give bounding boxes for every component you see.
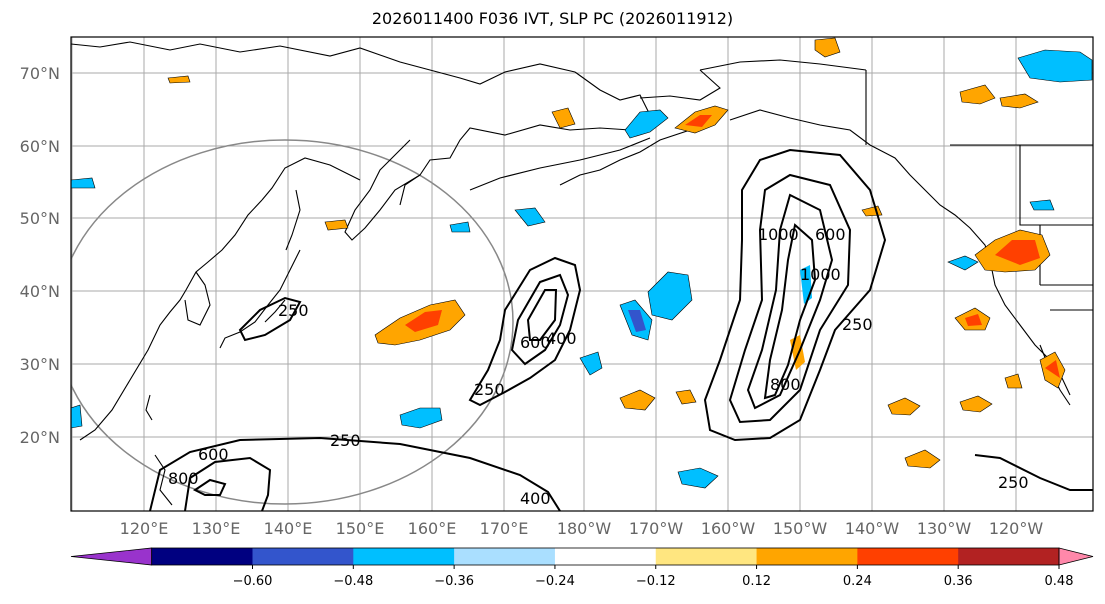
map-title: 2026011400 F036 IVT, SLP PC (2026011912) bbox=[371, 9, 734, 28]
colorbar: −0.60 −0.48 −0.36 −0.24 −0.12 0.12 0.24 0.36 0.4… bbox=[70, 547, 1094, 589]
lon-label: 180°W bbox=[557, 519, 612, 538]
map-panel bbox=[71, 37, 1093, 511]
colorbar-segment bbox=[554, 548, 657, 565]
colorbar-extension-high bbox=[1058, 547, 1094, 566]
colorbar-tick-label: 0.12 bbox=[742, 574, 771, 589]
colorbar-tick-label: −0.60 bbox=[233, 574, 273, 589]
colorbar-outline bbox=[151, 547, 1060, 566]
ivt-negative-areas bbox=[71, 49, 1093, 489]
lat-label: 40°N bbox=[20, 282, 60, 301]
lon-label: 140°W bbox=[845, 519, 900, 538]
contour-label: 250 bbox=[842, 315, 873, 334]
contour-label: 250 bbox=[278, 301, 309, 320]
colorbar-segment bbox=[151, 548, 254, 565]
colorbar-segment bbox=[756, 548, 858, 565]
contour-label: 600 bbox=[198, 445, 229, 464]
lon-label: 150°W bbox=[773, 519, 828, 538]
lon-label: 160°W bbox=[701, 519, 756, 538]
contour-label: 400 bbox=[546, 329, 577, 348]
ivt-contours bbox=[149, 148, 1093, 511]
colorbar-tick-label: 0.36 bbox=[944, 574, 973, 589]
colorbar-extension-low bbox=[70, 547, 153, 566]
contour-label: 1000 bbox=[758, 225, 799, 244]
lat-label: 60°N bbox=[20, 137, 60, 156]
longitude-labels: 120°E 130°E 140°E 150°E 160°E 170°E 180°… bbox=[120, 519, 1044, 538]
lon-label: 120°E bbox=[120, 519, 169, 538]
contour-label: 250 bbox=[330, 431, 361, 450]
contour-label: 800 bbox=[168, 469, 199, 488]
lon-label: 120°W bbox=[989, 519, 1044, 538]
colorbar-segment bbox=[353, 548, 455, 565]
lon-label: 150°E bbox=[336, 519, 385, 538]
lon-label: 160°E bbox=[408, 519, 457, 538]
ivt-positive-areas bbox=[167, 37, 1066, 469]
colorbar-tick-label: 0.48 bbox=[1045, 574, 1074, 589]
contour-labels: 250 600 400 250 1000 600 800 250 250 600… bbox=[168, 225, 1029, 508]
lon-label: 170°W bbox=[629, 519, 684, 538]
colorbar-tick-label: −0.24 bbox=[535, 574, 575, 589]
colorbar-segment bbox=[655, 548, 758, 565]
contour-label: 1000 bbox=[800, 265, 841, 284]
latitude-labels: 70°N 60°N 50°N 40°N 30°N 20°N bbox=[20, 64, 60, 447]
colorbar-tick-label: −0.36 bbox=[434, 574, 474, 589]
range-circle bbox=[71, 139, 514, 505]
lon-label: 130°E bbox=[192, 519, 241, 538]
colorbar-segment bbox=[454, 548, 556, 565]
colorbar-tick-label: −0.48 bbox=[333, 574, 373, 589]
contour-label: 250 bbox=[998, 473, 1029, 492]
contour-label: 400 bbox=[520, 489, 551, 508]
colorbar-segment bbox=[857, 548, 959, 565]
contour-label: 600 bbox=[815, 225, 846, 244]
lat-label: 70°N bbox=[20, 64, 60, 83]
lat-label: 20°N bbox=[20, 428, 60, 447]
lon-label: 130°W bbox=[917, 519, 972, 538]
contour-label: 800 bbox=[770, 375, 801, 394]
contour-label: 250 bbox=[474, 380, 505, 399]
colorbar-tick-label: 0.24 bbox=[843, 574, 872, 589]
lon-label: 170°E bbox=[480, 519, 529, 538]
contour-label: 600 bbox=[520, 333, 551, 352]
lat-label: 50°N bbox=[20, 209, 60, 228]
colorbar-tick-label: −0.12 bbox=[636, 574, 676, 589]
map-frame bbox=[70, 36, 1094, 512]
lat-label: 30°N bbox=[20, 355, 60, 374]
colorbar-segment bbox=[958, 548, 1060, 565]
colorbar-segment bbox=[252, 548, 354, 565]
lon-label: 140°E bbox=[264, 519, 313, 538]
